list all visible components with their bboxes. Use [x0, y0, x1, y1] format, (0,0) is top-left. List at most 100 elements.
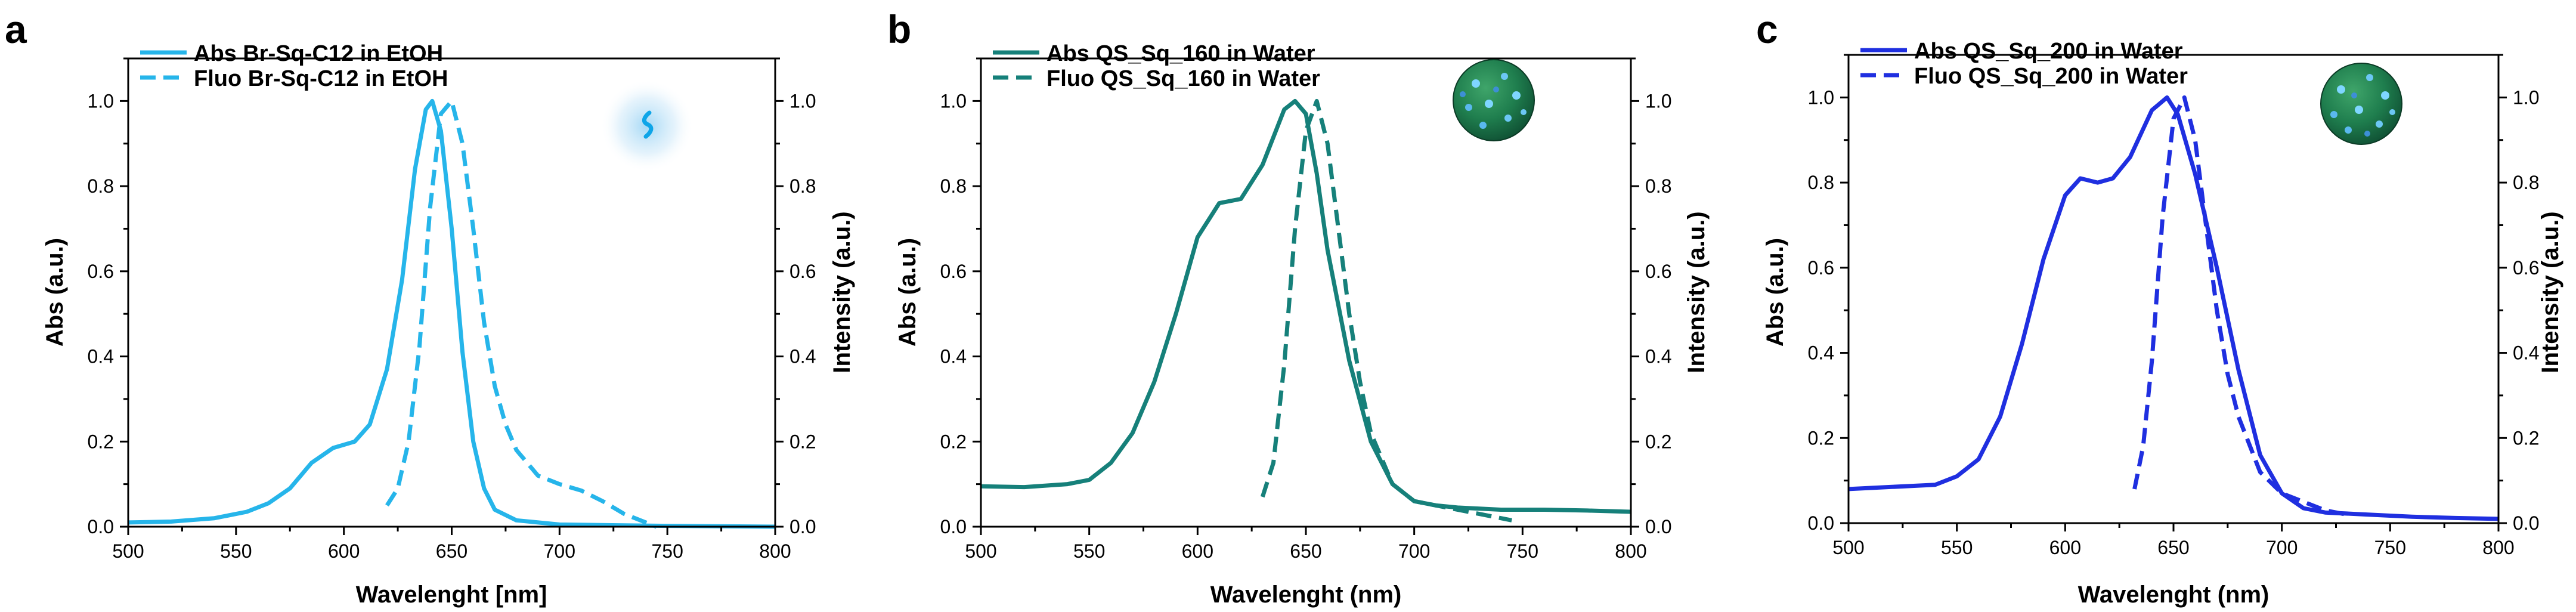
panel-a-x-ticks: 500 550 600 650 700 750 800: [112, 527, 791, 562]
panel-b-legend-label-abs: Abs QS_Sq_160 in Water: [1046, 41, 1315, 66]
panel-a-y-left-label: Abs (a.u.): [42, 238, 68, 347]
panel-a-x-tick-label: 500: [112, 540, 144, 562]
panel-a-legend-label-fluo: Fluo Br-Sq-C12 in EtOH: [194, 66, 448, 91]
panel-c-x-tick-label: 750: [2374, 537, 2406, 558]
panel-a-y-left-ticks: 0.0 0.2 0.4 0.6 0.8 1.0: [88, 57, 128, 537]
panel-b-x-tick-label: 550: [1073, 540, 1105, 562]
panel-b-y-left-tick-label: 0.2: [940, 431, 967, 452]
panel-c-y-left-tick-label: 1.0: [1808, 86, 1834, 108]
panel-a-x-label: Wavelenght [nm]: [356, 582, 547, 608]
panel-a-x-tick-label: 750: [651, 540, 683, 562]
panel-b-y-left-label: Abs (a.u.): [894, 238, 921, 347]
panel-a-y-right-label: Intensity (a.u.): [829, 211, 855, 373]
panel-b-legend-label-fluo: Fluo QS_Sq_160 in Water: [1046, 66, 1320, 91]
panel-a-plot-area: 500 550 600 650 700 750 800 0.0 0.2 0.4 0.6 0.8 1.0…: [88, 41, 816, 562]
panel-a-series-fluo-line: [385, 98, 658, 529]
panel-c-legend: Abs QS_Sq_200 in Water Fluo QS_Sq_200 in…: [1860, 39, 2188, 89]
panel-c: c 500 550 600 650 700 750 800 0.0 0.2 0.4 0.6 0.8 1…: [1756, 7, 2563, 608]
panel-b-frame: [980, 57, 1632, 528]
panel-c-x-tick-label: 500: [1832, 537, 1864, 558]
panel-b-y-right-tick-label: 0.6: [1645, 261, 1671, 282]
panel-b-x-tick-label: 650: [1290, 540, 1321, 562]
nanoparticle-icon: [2320, 63, 2402, 145]
panel-c-y-left-tick-label: 0.2: [1808, 427, 1834, 449]
panel-b-y-left-tick-label: 0.8: [940, 175, 967, 197]
nanoparticle-icon: [1453, 59, 1535, 141]
panel-c-x-tick-label: 550: [1941, 537, 1973, 558]
panel-c-y-right-tick-label: 0.2: [2513, 427, 2539, 449]
panel-a-y-right-tick-label: 0.8: [789, 175, 816, 197]
panel-a-x-tick-label: 800: [759, 540, 791, 562]
panel-b-x-tick-label: 800: [1615, 540, 1646, 562]
panel-b-y-right-tick-label: 0.4: [1645, 346, 1671, 367]
panel-a-y-left-tick-label: 0.6: [88, 261, 114, 282]
panel-b-x-tick-label: 750: [1507, 540, 1538, 562]
panel-c-plot-area: 500 550 600 650 700 750 800 0.0 0.2 0.4 0.6 0.8 1.0…: [1808, 39, 2540, 558]
panel-b-series-abs-line: [980, 98, 1631, 514]
panel-c-y-right-tick-label: 0.0: [2513, 512, 2539, 534]
panel-b-y-right-label: Intensity (a.u.): [1683, 211, 1710, 373]
panel-c-label: c: [1756, 7, 1778, 51]
panel-c-y-right-tick-label: 0.8: [2513, 172, 2539, 193]
panel-c-y-left-tick-label: 0.0: [1808, 512, 1834, 534]
panel-b-y-left-tick-label: 0.4: [940, 346, 967, 367]
panel-c-x-label: Wavelenght (nm): [2078, 582, 2270, 608]
panel-b-label: b: [887, 7, 911, 51]
panel-c-series-fluo-line: [2132, 95, 2348, 517]
panel-a-y-left-tick-label: 0.8: [88, 175, 114, 197]
panel-c-y-left-ticks: 0.0 0.2 0.4 0.6 0.8 1.0: [1808, 54, 1849, 534]
panel-a-y-right-tick-label: 0.4: [789, 346, 816, 367]
panel-a-y-left-tick-label: 0.0: [88, 516, 114, 537]
panel-c-x-tick-label: 600: [2049, 537, 2081, 558]
panel-a-y-left-tick-label: 1.0: [88, 90, 114, 112]
panel-c-y-left-label: Abs (a.u.): [1762, 238, 1788, 347]
panel-c-x-tick-label: 800: [2482, 537, 2514, 558]
panel-c-y-right-tick-label: 0.4: [2513, 342, 2539, 364]
panel-c-y-right-tick-label: 1.0: [2513, 86, 2539, 108]
panel-a-y-right-tick-label: 0.2: [789, 431, 816, 452]
panel-c-x-tick-label: 700: [2266, 537, 2298, 558]
panel-c-frame: [1847, 54, 2500, 524]
panel-a-x-tick-label: 650: [436, 540, 467, 562]
panel-a-y-right-tick-label: 1.0: [789, 90, 816, 112]
panel-c-y-right-tick-label: 0.6: [2513, 257, 2539, 279]
panel-a-x-tick-label: 600: [328, 540, 360, 562]
panel-b-x-label: Wavelenght (nm): [1210, 582, 1402, 608]
panel-c-y-left-tick-label: 0.6: [1808, 257, 1834, 279]
panel-a-x-tick-label: 550: [220, 540, 252, 562]
panel-a-series-abs-line: [128, 98, 776, 529]
panel-b-series-layer: [980, 98, 1631, 523]
panel-b-y-right-tick-label: 0.8: [1645, 175, 1671, 197]
panel-a-y-right-ticks: 0.0 0.2 0.4 0.6 0.8 1.0: [775, 57, 816, 537]
panel-a-legend-label-abs: Abs Br-Sq-C12 in EtOH: [194, 41, 443, 66]
panel-b-y-right-tick-label: 0.2: [1645, 431, 1671, 452]
panel-b-legend: Abs QS_Sq_160 in Water Fluo QS_Sq_160 in…: [993, 41, 1320, 91]
panel-c-y-right-label: Intensity (a.u.): [2537, 211, 2563, 373]
panel-b-x-ticks: 500 550 600 650 700 750 800: [965, 527, 1647, 562]
panel-a-y-right-tick-label: 0.0: [789, 516, 816, 537]
panel-c-legend-label-abs: Abs QS_Sq_200 in Water: [1914, 39, 2183, 64]
panel-c-series-abs-line: [1848, 95, 2499, 521]
molecule-icon: [600, 79, 693, 172]
panel-b-plot-area: 500 550 600 650 700 750 800 0.0 0.2 0.4 0.6 0.8 1.0…: [940, 41, 1672, 562]
panel-c-y-left-tick-label: 0.8: [1808, 172, 1834, 193]
panel-c-x-tick-label: 650: [2157, 537, 2189, 558]
panel-c-y-right-ticks: 0.0 0.2 0.4 0.6 0.8 1.0: [2498, 54, 2539, 534]
panel-b-y-right-ticks: 0.0 0.2 0.4 0.6 0.8 1.0: [1631, 57, 1671, 537]
panel-a-y-left-tick-label: 0.2: [88, 431, 114, 452]
panel-c-series-layer: [1848, 95, 2499, 521]
panel-b-y-right-tick-label: 0.0: [1645, 516, 1671, 537]
panel-b-x-tick-label: 700: [1398, 540, 1430, 562]
panel-b-x-tick-label: 500: [965, 540, 996, 562]
panel-b-x-tick-label: 600: [1182, 540, 1213, 562]
panel-a-y-left-tick-label: 0.4: [88, 346, 114, 367]
panel-b-y-left-tick-label: 0.6: [940, 261, 967, 282]
panel-c-legend-label-fluo: Fluo QS_Sq_200 in Water: [1914, 64, 2188, 89]
panel-a-legend: Abs Br-Sq-C12 in EtOH Fluo Br-Sq-C12 in …: [140, 41, 448, 91]
panel-a-y-right-tick-label: 0.6: [789, 261, 816, 282]
panel-b-y-right-tick-label: 1.0: [1645, 90, 1671, 112]
panel-b-y-left-tick-label: 1.0: [940, 90, 967, 112]
panel-a-label: a: [5, 7, 27, 51]
panel-b-y-left-tick-label: 0.0: [940, 516, 967, 537]
